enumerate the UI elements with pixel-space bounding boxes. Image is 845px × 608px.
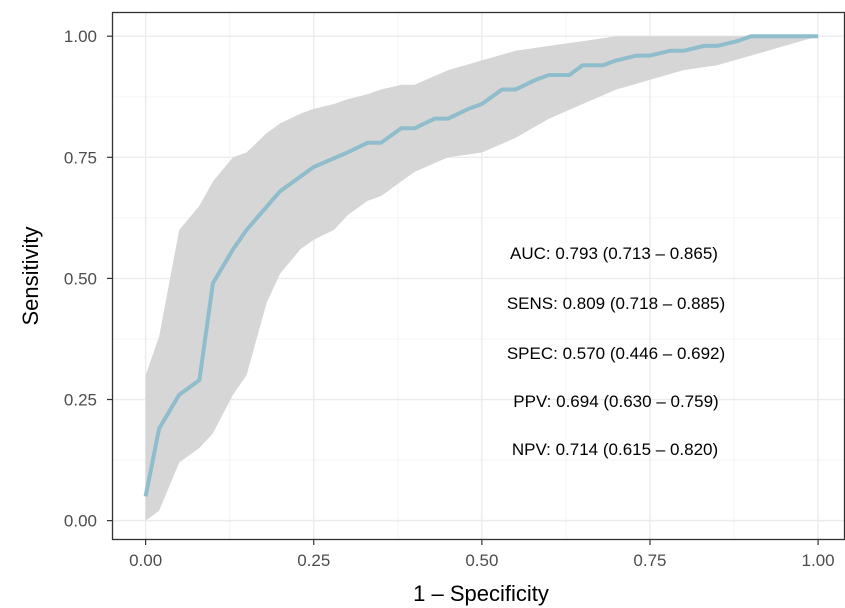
x-tick-label: 0.25 [297,551,330,570]
y-tick-label: 1.00 [64,27,97,46]
y-tick-label: 0.25 [64,391,97,410]
x-axis-title: 1 – Specificity [413,581,549,606]
y-tick-label: 0.50 [64,269,97,288]
y-axis-ticks: 0.00 0.25 0.50 0.75 1.00 [64,27,112,531]
y-tick-label: 0.75 [64,148,97,167]
x-axis-ticks: 0.00 0.25 0.50 0.75 1.00 [129,540,835,570]
annotation-npv: NPV: 0.714 (0.615 – 0.820) [512,440,718,459]
annotation-ppv: PPV: 0.694 (0.630 – 0.759) [513,392,718,411]
annotation-spec: SPEC: 0.570 (0.446 – 0.692) [507,344,725,363]
x-tick-label: 1.00 [802,551,835,570]
annotation-sens: SENS: 0.809 (0.718 – 0.885) [507,294,725,313]
x-tick-label: 0.00 [129,551,162,570]
metrics-annotation: AUC: 0.793 (0.713 – 0.865) SENS: 0.809 (… [507,244,725,459]
x-tick-label: 0.50 [465,551,498,570]
x-tick-label: 0.75 [633,551,666,570]
roc-curve [143,34,819,497]
grid-major-lines [112,12,845,540]
annotation-auc: AUC: 0.793 (0.713 – 0.865) [510,244,718,263]
y-axis-title: Sensitivity [18,226,43,325]
confidence-band [145,36,819,521]
y-tick-label: 0.00 [64,512,97,531]
